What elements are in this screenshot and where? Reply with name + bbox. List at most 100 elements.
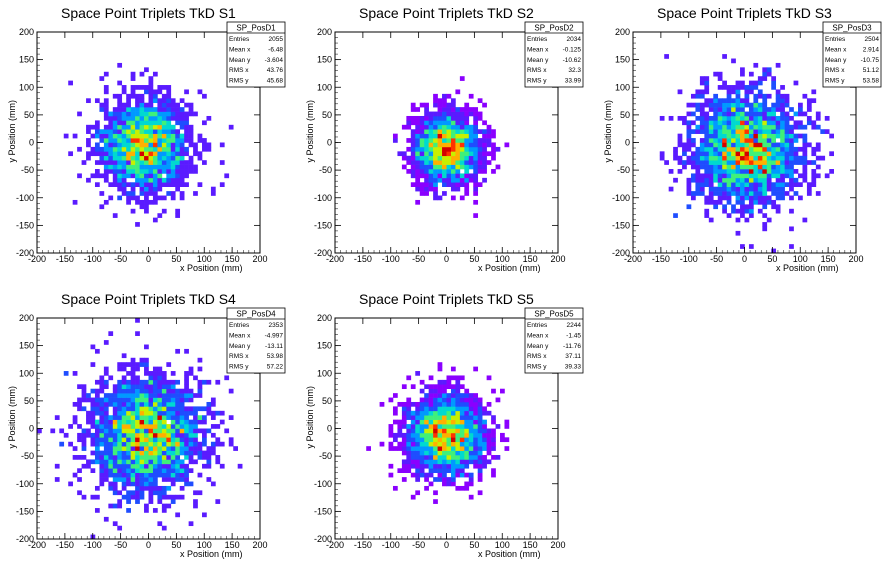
heatmap-bin [135,222,140,227]
heatmap-bin [193,441,198,447]
heatmap-bin [144,379,149,385]
heatmap-bin [762,142,768,148]
heatmap-bin [713,199,719,205]
heatmap-bin [117,393,123,398]
heatmap-bin [744,124,750,130]
x-tick-label: 0 [742,254,747,264]
heatmap-bin [415,472,421,478]
heatmap-bin [112,111,118,117]
heatmap-bin [193,437,198,443]
heatmap-bin [798,102,803,108]
heatmap-bin [144,371,149,376]
heatmap-bin [117,115,123,121]
heatmap-bin [726,164,732,170]
heatmap-bin [802,133,808,139]
heatmap-bin [206,455,212,460]
heatmap-bin [215,499,221,504]
heatmap-bin [731,160,736,165]
heatmap-bin [446,397,452,403]
heatmap-bin [179,111,185,117]
heatmap-bin [90,410,96,416]
heatmap-bin [202,160,207,165]
heatmap-bin [139,463,145,469]
heatmap-bin [139,437,145,443]
stats-row-label: RMS x [527,67,547,74]
heatmap-bin [121,415,127,420]
heatmap-bin [744,217,750,223]
heatmap-bin [103,173,109,179]
heatmap-bin [175,401,181,407]
heatmap-bin [188,419,194,425]
heatmap-bin [121,146,127,152]
heatmap-bin [806,107,812,112]
heatmap-bin [410,410,416,416]
heatmap-bin [152,133,158,139]
heatmap-bin [762,129,768,134]
heatmap-bin [175,160,181,165]
heatmap-bin [708,142,714,148]
heatmap-bin [722,98,727,104]
heatmap-bin [428,111,434,117]
heatmap-bin [699,89,705,95]
heatmap-bin [731,142,736,148]
heatmap-bin [175,151,181,157]
heatmap-bin [148,107,154,112]
heatmap-bin [108,450,114,456]
heatmap-bin [740,120,745,126]
heatmap-bin [482,169,487,174]
heatmap-bin [94,169,100,174]
x-tick-label: -200 [326,540,344,550]
heatmap-bin [166,182,172,187]
heatmap-bin [90,468,96,473]
heatmap-bin [419,459,425,465]
heatmap-bin [161,406,167,412]
heatmap-bin [762,204,768,210]
heatmap-bin [793,111,799,117]
heatmap-bin [166,129,172,134]
heatmap-bin [744,182,750,187]
heatmap-bin [135,481,140,487]
heatmap-bin [103,455,109,460]
heatmap-bin [748,71,754,77]
heatmap-bin [117,446,123,451]
heatmap-bin [415,124,421,130]
heatmap-bin [139,124,145,130]
heatmap-bin [424,142,429,148]
heatmap-bin [166,151,172,157]
heatmap-bin [170,124,176,130]
heatmap-bin [731,111,736,117]
heatmap-bin [103,85,109,90]
y-tick-label: 0 [29,138,34,148]
heatmap-bin [717,85,723,90]
heatmap-bin [735,208,741,214]
heatmap-bin [735,115,741,121]
heatmap-bin [424,419,429,425]
heatmap-bin [473,138,479,143]
heatmap-bin [784,146,790,152]
heatmap-bin [713,186,719,192]
heatmap-bin [757,76,763,81]
heatmap-bin [148,406,154,412]
heatmap-bin [161,384,167,390]
heatmap-bin [789,151,794,157]
heatmap-bin [94,182,100,187]
heatmap-bin [188,124,194,130]
heatmap-bin [121,419,127,425]
heatmap-bin [802,138,808,143]
heatmap-bin [121,182,127,187]
heatmap-bin [108,463,114,469]
heatmap-bin [179,406,185,412]
heatmap-bin [210,186,216,192]
heatmap-bin [708,186,714,192]
heatmap-bin [117,169,123,174]
heatmap-bin [184,164,189,170]
heatmap-bin [139,164,145,170]
heatmap-bin [72,415,78,420]
heatmap-bin [117,142,123,148]
heatmap-bin [148,98,154,104]
heatmap-bin [753,80,759,86]
stats-row-value: 2055 [269,36,284,43]
heatmap-bin [157,375,163,381]
heatmap-bin [233,446,238,451]
heatmap-bin [771,142,777,148]
